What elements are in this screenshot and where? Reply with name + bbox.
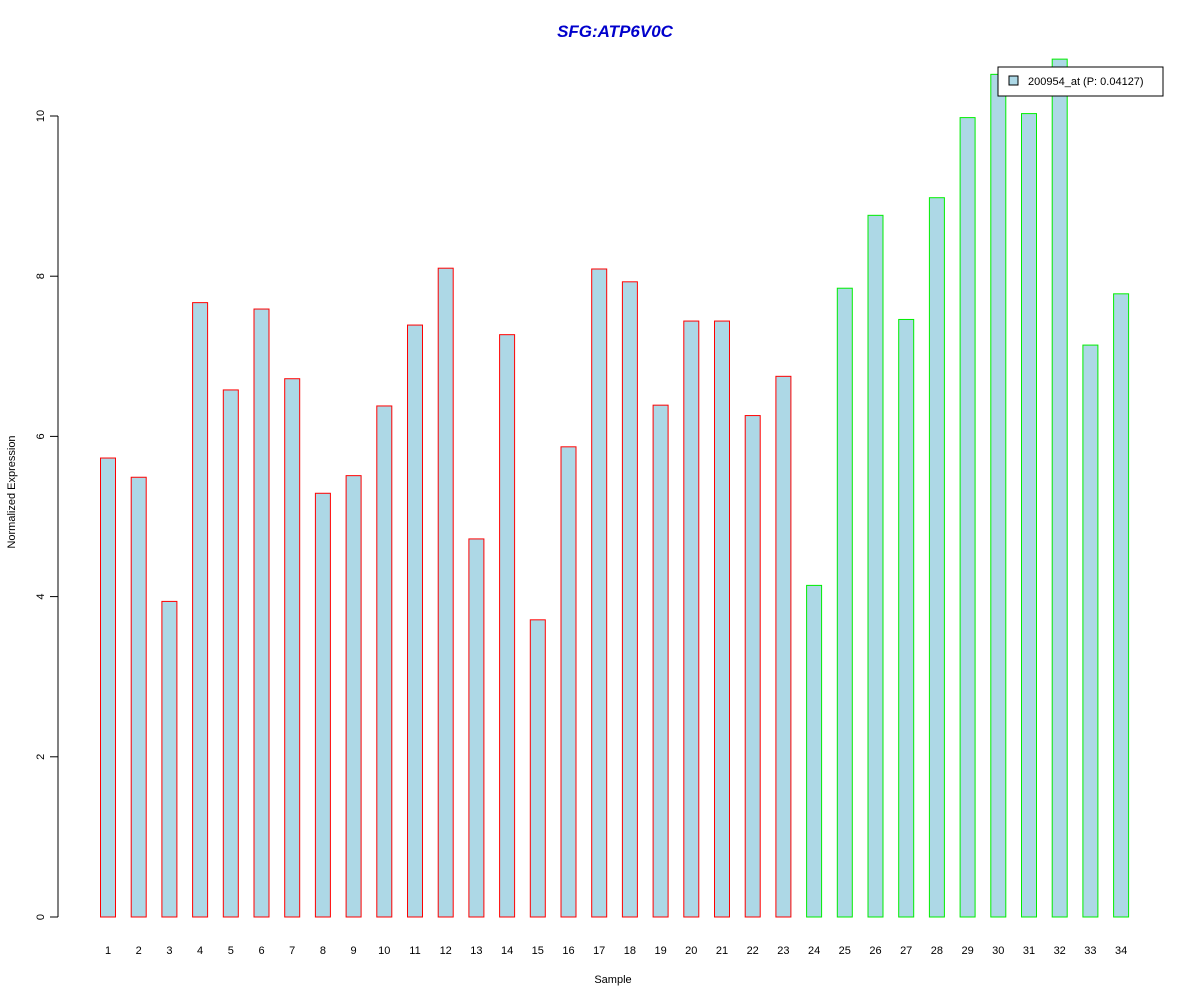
bar <box>836 287 853 918</box>
x-tick-label: 9 <box>351 945 357 957</box>
bar <box>714 320 730 918</box>
x-tick-label: 5 <box>228 945 234 957</box>
bar <box>1051 58 1068 918</box>
bar <box>867 214 884 918</box>
bar <box>1113 293 1130 918</box>
bar <box>407 324 423 918</box>
bar <box>437 267 454 918</box>
x-tick-label: 8 <box>320 945 326 957</box>
x-tick-label: 34 <box>1115 945 1127 957</box>
x-tick-label: 4 <box>197 945 203 957</box>
bar <box>621 281 638 918</box>
bar <box>161 600 178 918</box>
legend-box <box>997 66 1164 97</box>
x-tick-label: 28 <box>931 945 943 957</box>
bar <box>130 476 147 918</box>
bar <box>468 538 485 918</box>
bar <box>744 415 761 918</box>
bar <box>376 405 393 918</box>
bar <box>652 404 669 918</box>
x-tick-label: 17 <box>593 945 605 957</box>
bar <box>345 475 362 918</box>
x-tick-label: 3 <box>166 945 172 957</box>
x-tick-label: 23 <box>777 945 789 957</box>
bar <box>192 302 209 918</box>
bar <box>591 268 608 918</box>
legend-label: 200954_at (P: 0.04127) <box>1028 76 1144 88</box>
bar <box>1082 344 1099 918</box>
x-tick-label: 31 <box>1023 945 1035 957</box>
bar <box>222 389 239 918</box>
x-tick-label: 11 <box>409 945 420 957</box>
bars <box>100 58 1130 918</box>
x-tick-label: 20 <box>685 945 697 957</box>
bar <box>683 320 700 918</box>
x-tick-label: 30 <box>992 945 1004 957</box>
y-tick-label: 6 <box>35 433 47 439</box>
bar <box>1021 113 1037 918</box>
chart-title: SFG:ATP6V0C <box>557 22 674 41</box>
legend-swatch <box>1008 75 1019 86</box>
x-tick-label: 29 <box>961 945 973 957</box>
x-tick-label: 10 <box>378 945 390 957</box>
x-tick-label: 15 <box>532 945 544 957</box>
y-tick-label: 10 <box>35 110 47 122</box>
x-tick-label: 6 <box>258 945 264 957</box>
x-tick-label: 19 <box>654 945 666 957</box>
bar <box>806 584 823 918</box>
x-tick-label: 25 <box>839 945 851 957</box>
y-axis: 0 2 4 6 8 10 <box>35 110 59 920</box>
y-tick-label: 4 <box>35 594 47 600</box>
x-tick-label: 13 <box>470 945 482 957</box>
bar <box>898 318 915 918</box>
x-tick-label: 14 <box>501 945 513 957</box>
bar <box>959 117 976 918</box>
bar <box>928 197 945 918</box>
bar <box>499 334 516 918</box>
x-tick-label: 1 <box>105 945 111 957</box>
bar <box>560 446 577 918</box>
bar <box>529 619 546 918</box>
x-axis-label: Sample <box>594 974 631 986</box>
x-tick-label: 21 <box>716 945 728 957</box>
x-tick-label: 2 <box>136 945 142 957</box>
y-axis-label: Normalized Expression <box>6 435 18 548</box>
bar <box>314 492 331 918</box>
x-tick-label: 18 <box>624 945 636 957</box>
y-tick-label: 0 <box>35 914 47 920</box>
y-tick-label: 2 <box>35 754 47 760</box>
bar <box>775 375 792 918</box>
x-tick-label: 22 <box>747 945 759 957</box>
x-tick-label: 26 <box>869 945 881 957</box>
x-tick-label: 16 <box>562 945 574 957</box>
x-tick-label: 12 <box>440 945 452 957</box>
bar <box>100 457 116 918</box>
x-tick-label: 32 <box>1054 945 1066 957</box>
y-tick-label: 8 <box>35 273 47 279</box>
x-tick-labels: 1 2 3 4 5 6 7 8 9 10 11 12 13 14 15 16 17 18 19 20 21 22 23 24 2… <box>105 945 1127 957</box>
bar <box>990 73 1007 918</box>
bar <box>253 308 270 918</box>
x-tick-label: 24 <box>808 945 820 957</box>
x-tick-label: 33 <box>1084 945 1096 957</box>
x-tick-label: 7 <box>289 945 295 957</box>
legend: 200954_at (P: 0.04127) <box>997 66 1164 97</box>
bar <box>284 378 301 918</box>
x-tick-label: 27 <box>900 945 912 957</box>
